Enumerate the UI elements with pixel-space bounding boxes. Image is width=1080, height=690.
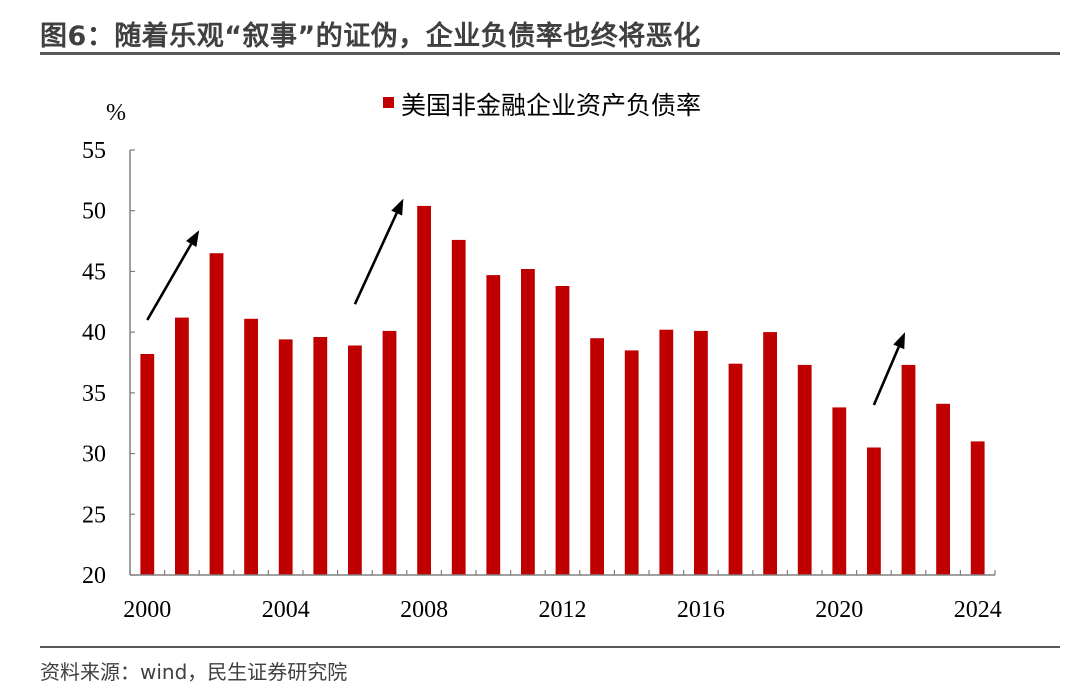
bar-2021 bbox=[867, 447, 881, 575]
y-tick-label: 55 bbox=[82, 138, 106, 164]
bar-2006 bbox=[348, 345, 362, 575]
y-tick-label: 30 bbox=[82, 442, 106, 468]
bar-2002 bbox=[209, 253, 224, 575]
bar-2015 bbox=[659, 329, 674, 575]
y-tick-label: 35 bbox=[82, 381, 106, 407]
arrow-head bbox=[186, 230, 200, 247]
x-tick-label: 2008 bbox=[400, 597, 448, 623]
bar-2009 bbox=[451, 239, 466, 575]
bar-2004 bbox=[278, 339, 293, 575]
trend-arrow-3 bbox=[872, 332, 906, 406]
chart-legend: 美国非金融企业资产负债率 bbox=[383, 91, 701, 120]
y-tick-label: 40 bbox=[82, 320, 106, 346]
bar-series bbox=[140, 205, 985, 575]
bar-2008 bbox=[417, 205, 431, 575]
bar-2018 bbox=[763, 332, 777, 575]
arrow-shaft bbox=[146, 243, 193, 321]
y-tick-label: 50 bbox=[82, 199, 106, 225]
source-divider bbox=[40, 646, 1060, 648]
legend-label: 美国非金融企业资产负债率 bbox=[401, 91, 701, 120]
bar-2017 bbox=[728, 363, 743, 575]
bar-2019 bbox=[797, 364, 812, 575]
y-axis-unit: % bbox=[106, 100, 126, 126]
bar-2011 bbox=[521, 269, 535, 575]
bar-2007 bbox=[382, 330, 397, 575]
arrow-shaft bbox=[353, 212, 398, 305]
bar-2022 bbox=[901, 364, 916, 575]
source-note: 资料来源：wind，民生证券研究院 bbox=[40, 660, 348, 684]
y-tick-label: 25 bbox=[82, 502, 106, 528]
trend-arrow-1 bbox=[146, 230, 200, 321]
arrow-head bbox=[893, 332, 906, 350]
bar-2005 bbox=[313, 337, 328, 575]
bar-2012 bbox=[555, 286, 570, 575]
x-tick-label: 2000 bbox=[123, 597, 171, 623]
bar-2013 bbox=[590, 338, 604, 575]
trend-arrows bbox=[146, 198, 906, 406]
bar-2001 bbox=[175, 317, 189, 575]
bar-2020 bbox=[832, 407, 847, 575]
x-tick-label: 2004 bbox=[262, 597, 310, 623]
arrow-head bbox=[391, 198, 404, 216]
bar-2000 bbox=[140, 354, 155, 575]
bar-2024 bbox=[970, 441, 985, 575]
x-tick-label: 2020 bbox=[815, 597, 863, 623]
x-tick-label: 2016 bbox=[677, 597, 725, 623]
y-tick-label: 20 bbox=[82, 563, 106, 589]
bar-2023 bbox=[936, 403, 950, 575]
arrow-shaft bbox=[872, 346, 900, 406]
legend-swatch bbox=[383, 97, 394, 108]
figure-title: 图6：随着乐观“叙事”的证伪，企业负债率也终将恶化 bbox=[40, 21, 701, 52]
bar-2010 bbox=[486, 275, 501, 575]
bar-2016 bbox=[694, 330, 708, 575]
chart-axes: 20 25 30 35 40 45 50 55 2000 2004 2008 2012 2016 2020… bbox=[82, 138, 1002, 623]
bar-2003 bbox=[244, 318, 258, 575]
x-tick-label: 2024 bbox=[954, 597, 1002, 623]
x-tick-label: 2012 bbox=[539, 597, 587, 623]
trend-arrow-2 bbox=[353, 198, 404, 305]
bar-2014 bbox=[624, 350, 639, 575]
title-divider bbox=[40, 52, 1060, 55]
y-tick-label: 45 bbox=[82, 259, 106, 285]
